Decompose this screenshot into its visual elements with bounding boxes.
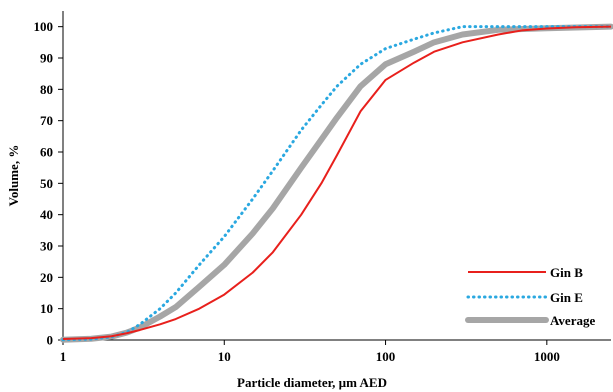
legend-label: Gin B — [550, 265, 583, 280]
legend: Gin B Gin E Average — [465, 265, 595, 328]
x-tick-label: 10 — [218, 349, 231, 364]
y-tick-label: 30 — [40, 239, 53, 254]
y-tick-label: 50 — [40, 176, 53, 191]
y-tick-label: 10 — [40, 301, 53, 316]
y-axis-title: Volume, % — [6, 145, 21, 207]
y-tick-label: 20 — [40, 270, 53, 285]
series-group — [60, 23, 613, 343]
x-tick-label: 1 — [60, 349, 67, 364]
y-ticks: 0 10 20 30 40 50 60 70 80 90 100 — [34, 19, 63, 348]
x-tick-label: 1000 — [534, 349, 560, 364]
x-axis-title: Particle diameter, µm AED — [237, 375, 387, 390]
series-line-average — [60, 23, 613, 343]
axes — [62, 11, 611, 341]
y-tick-label: 90 — [40, 51, 53, 66]
legend-label: Gin E — [550, 290, 583, 305]
y-tick-label: 100 — [34, 19, 54, 34]
y-tick-label: 80 — [40, 82, 53, 97]
y-tick-label: 40 — [40, 207, 53, 222]
x-tick-label: 100 — [376, 349, 396, 364]
y-tick-label: 0 — [47, 333, 54, 348]
y-tick-label: 60 — [40, 145, 53, 160]
series-line-gin-e — [61, 25, 613, 342]
series-line-gin-b — [62, 25, 612, 341]
y-tick-label: 70 — [40, 113, 53, 128]
legend-label: Average — [550, 313, 595, 328]
x-ticks: 1 10 100 1000 — [60, 340, 560, 364]
